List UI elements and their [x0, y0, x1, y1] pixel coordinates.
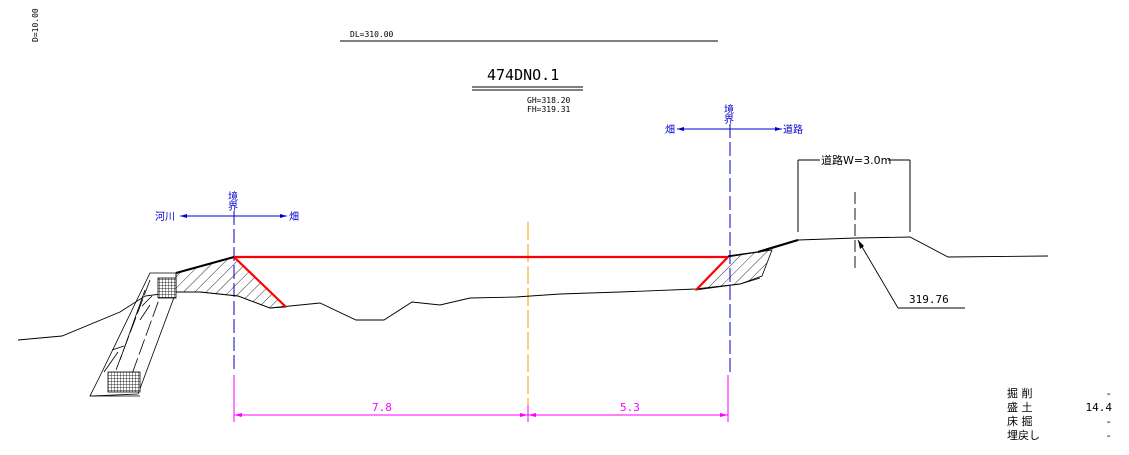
boundary-label-bottom: 界 — [228, 201, 238, 213]
elevation-label: 319.76 — [909, 293, 949, 306]
boundary-label-bottom: 界 — [724, 114, 734, 126]
elevation-callout: 319.76 — [857, 239, 965, 309]
boundary-side-right: 道路 — [783, 123, 803, 136]
quantity-value: - — [1105, 415, 1112, 428]
quantity-table: 掘 削 - 盛 土 14.4 床 掘 - 埋戻し - — [1007, 386, 1112, 442]
formation-line — [233, 255, 729, 308]
formation-height: FH=319.31 — [527, 105, 571, 114]
span-left-label: 7.8 — [372, 401, 392, 414]
boundary-label-top: 境 — [228, 190, 238, 203]
boundary-marker-left: 境 界 河川 畑 — [155, 190, 299, 372]
quantity-label: 床 掘 — [1007, 414, 1033, 428]
road-surface — [797, 236, 1049, 258]
boundary-marker-right: 境 界 畑 道路 — [665, 103, 803, 372]
quantity-value: - — [1105, 429, 1112, 442]
road-edge-slope — [757, 238, 799, 254]
boundary-side-left: 畑 — [665, 123, 675, 136]
quantity-label: 掘 削 — [1007, 386, 1033, 400]
road-width-dimension: 道路W=3.0m — [797, 153, 911, 270]
datum-label: DL=310.00 — [350, 30, 394, 39]
ground-height: GH=318.20 — [527, 96, 571, 105]
section-title: 474DNO.1 — [487, 66, 559, 84]
retaining-wall — [89, 272, 177, 397]
boundary-side-right: 畑 — [289, 210, 299, 223]
quantity-label: 埋戻し — [1007, 429, 1040, 442]
quantity-value: - — [1105, 387, 1112, 400]
quantity-label: 盛 土 — [1007, 400, 1033, 414]
fill-zone-left — [175, 256, 287, 309]
boundary-side-left: 河川 — [155, 211, 175, 223]
existing-ground-line — [17, 277, 761, 341]
span-dimensions: 7.8 5.3 — [233, 375, 729, 422]
span-right-label: 5.3 — [620, 401, 640, 414]
scale-label: D=10.00 — [31, 8, 40, 42]
quantity-value: 14.4 — [1086, 401, 1113, 414]
road-width-label: 道路W=3.0m — [821, 153, 891, 167]
road-edge-flat — [727, 251, 759, 257]
left-edge-slope — [175, 255, 235, 275]
boundary-label-top: 境 — [724, 103, 734, 116]
